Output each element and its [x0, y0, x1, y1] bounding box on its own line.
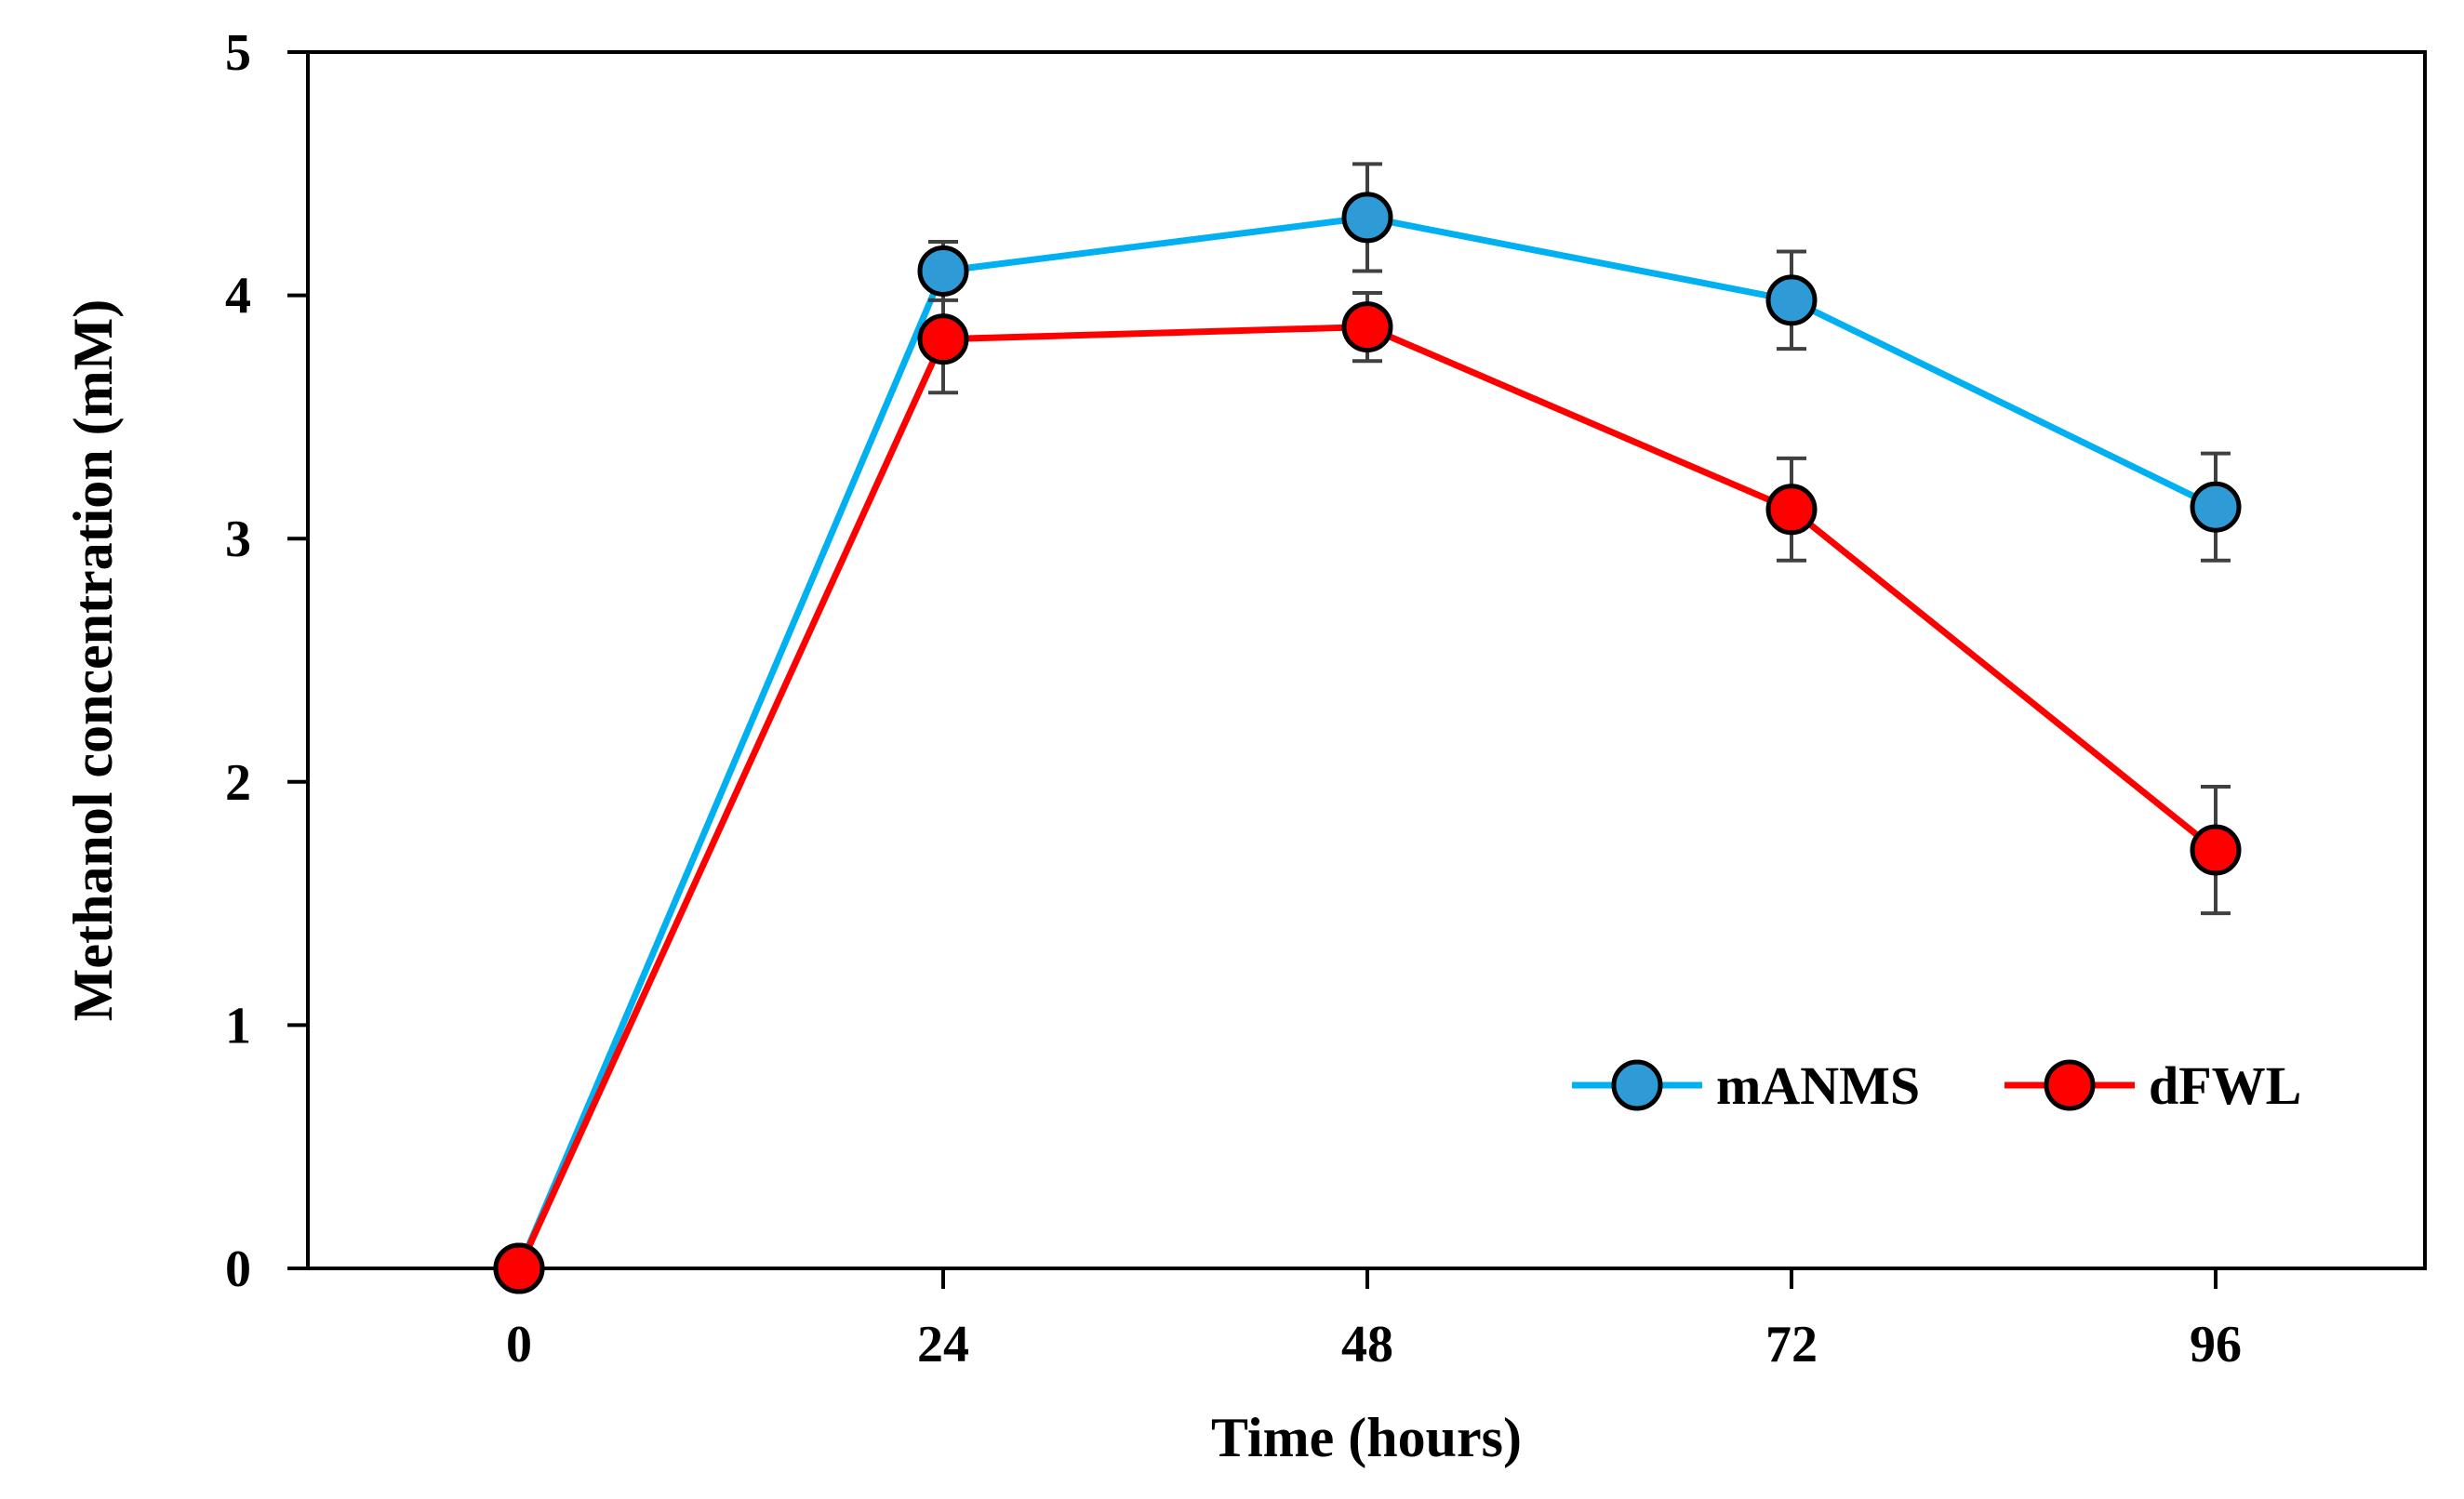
data-point-dFWL	[1341, 301, 1393, 353]
y-tick-label: 3	[225, 511, 251, 568]
data-point-dFWL	[917, 313, 969, 365]
y-axis-ticks: 0 1 2 3 4 5	[225, 24, 308, 1298]
data-markers	[493, 192, 2242, 1294]
x-axis-title: Time (hours)	[1211, 1407, 1522, 1468]
data-point-mANMS	[917, 245, 969, 297]
legend-label: mANMS	[1716, 1055, 1920, 1116]
x-tick-label: 72	[1765, 1316, 1818, 1373]
y-axis-title: Methanol concentration (mM)	[62, 299, 124, 1021]
y-tick-label: 5	[225, 24, 251, 82]
y-tick-label: 4	[225, 268, 251, 325]
legend-label: dFWL	[2149, 1055, 2301, 1116]
x-axis-ticks: 0 24 48 72 96	[506, 1268, 2242, 1373]
legend-item-mANMS: mANMS	[1572, 1055, 1920, 1116]
data-point-mANMS	[1341, 192, 1393, 244]
x-tick-label: 48	[1341, 1316, 1393, 1373]
y-tick-label: 2	[225, 754, 251, 812]
data-point-mANMS	[1765, 274, 1818, 326]
legend-marker	[1611, 1059, 1663, 1111]
x-tick-label: 96	[2190, 1316, 2242, 1373]
y-tick-label: 1	[225, 997, 251, 1055]
legend-item-dFWL: dFWL	[2004, 1055, 2301, 1116]
data-point-dFWL	[1765, 484, 1818, 536]
data-point-dFWL	[493, 1242, 545, 1294]
x-tick-label: 24	[917, 1316, 969, 1373]
legend-marker	[2044, 1059, 2096, 1111]
legend: mANMS dFWL	[1572, 1055, 2301, 1116]
data-point-mANMS	[2190, 481, 2242, 533]
data-point-dFWL	[2190, 824, 2242, 876]
y-tick-label: 0	[225, 1240, 251, 1298]
x-tick-label: 0	[506, 1316, 532, 1373]
